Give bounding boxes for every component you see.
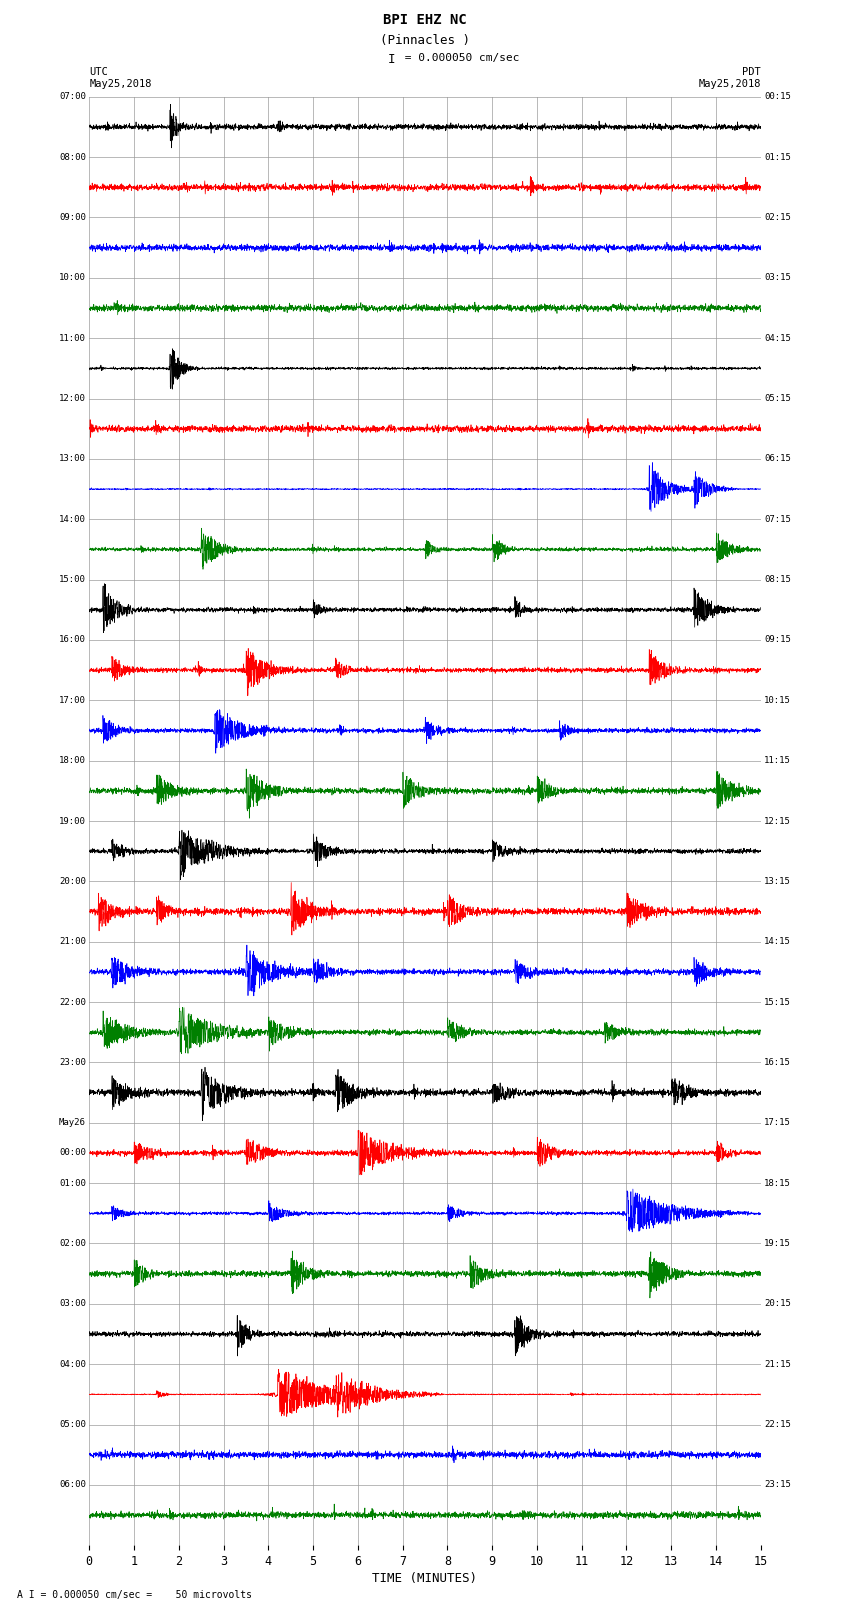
Text: 22:00: 22:00 [59, 997, 86, 1007]
Text: 10:15: 10:15 [764, 695, 791, 705]
Text: 01:15: 01:15 [764, 153, 791, 161]
Text: 14:00: 14:00 [59, 515, 86, 524]
Text: 12:15: 12:15 [764, 816, 791, 826]
Text: 18:00: 18:00 [59, 756, 86, 765]
Text: 23:00: 23:00 [59, 1058, 86, 1066]
Text: I: I [388, 53, 395, 66]
Text: 02:15: 02:15 [764, 213, 791, 223]
Text: 06:15: 06:15 [764, 455, 791, 463]
Text: 16:00: 16:00 [59, 636, 86, 645]
Text: 08:15: 08:15 [764, 576, 791, 584]
Text: 00:15: 00:15 [764, 92, 791, 102]
Text: 04:15: 04:15 [764, 334, 791, 342]
Text: 11:00: 11:00 [59, 334, 86, 342]
Text: 20:00: 20:00 [59, 877, 86, 886]
Text: 23:15: 23:15 [764, 1481, 791, 1489]
Text: = 0.000050 cm/sec: = 0.000050 cm/sec [398, 53, 519, 63]
Text: 04:00: 04:00 [59, 1360, 86, 1369]
Text: 20:15: 20:15 [764, 1300, 791, 1308]
Text: (Pinnacles ): (Pinnacles ) [380, 34, 470, 47]
Text: 14:15: 14:15 [764, 937, 791, 947]
Text: May26: May26 [59, 1118, 86, 1127]
Text: 05:15: 05:15 [764, 394, 791, 403]
Text: 07:15: 07:15 [764, 515, 791, 524]
X-axis label: TIME (MINUTES): TIME (MINUTES) [372, 1573, 478, 1586]
Text: 17:15: 17:15 [764, 1118, 791, 1127]
Text: 17:00: 17:00 [59, 695, 86, 705]
Text: BPI EHZ NC: BPI EHZ NC [383, 13, 467, 27]
Text: 00:00: 00:00 [59, 1148, 86, 1158]
Text: 13:00: 13:00 [59, 455, 86, 463]
Text: 10:00: 10:00 [59, 273, 86, 282]
Text: 11:15: 11:15 [764, 756, 791, 765]
Text: 15:15: 15:15 [764, 997, 791, 1007]
Text: 12:00: 12:00 [59, 394, 86, 403]
Text: 15:00: 15:00 [59, 576, 86, 584]
Text: 09:15: 09:15 [764, 636, 791, 645]
Text: PDT
May25,2018: PDT May25,2018 [698, 68, 761, 89]
Text: 07:00: 07:00 [59, 92, 86, 102]
Text: 01:00: 01:00 [59, 1179, 86, 1187]
Text: 03:15: 03:15 [764, 273, 791, 282]
Text: A I = 0.000050 cm/sec =    50 microvolts: A I = 0.000050 cm/sec = 50 microvolts [17, 1590, 252, 1600]
Text: 02:00: 02:00 [59, 1239, 86, 1248]
Text: 19:00: 19:00 [59, 816, 86, 826]
Text: 05:00: 05:00 [59, 1419, 86, 1429]
Text: 18:15: 18:15 [764, 1179, 791, 1187]
Text: 21:15: 21:15 [764, 1360, 791, 1369]
Text: 22:15: 22:15 [764, 1419, 791, 1429]
Text: 03:00: 03:00 [59, 1300, 86, 1308]
Text: 19:15: 19:15 [764, 1239, 791, 1248]
Text: 09:00: 09:00 [59, 213, 86, 223]
Text: 16:15: 16:15 [764, 1058, 791, 1066]
Text: 08:00: 08:00 [59, 153, 86, 161]
Text: 21:00: 21:00 [59, 937, 86, 947]
Text: 06:00: 06:00 [59, 1481, 86, 1489]
Text: 13:15: 13:15 [764, 877, 791, 886]
Text: UTC
May25,2018: UTC May25,2018 [89, 68, 152, 89]
